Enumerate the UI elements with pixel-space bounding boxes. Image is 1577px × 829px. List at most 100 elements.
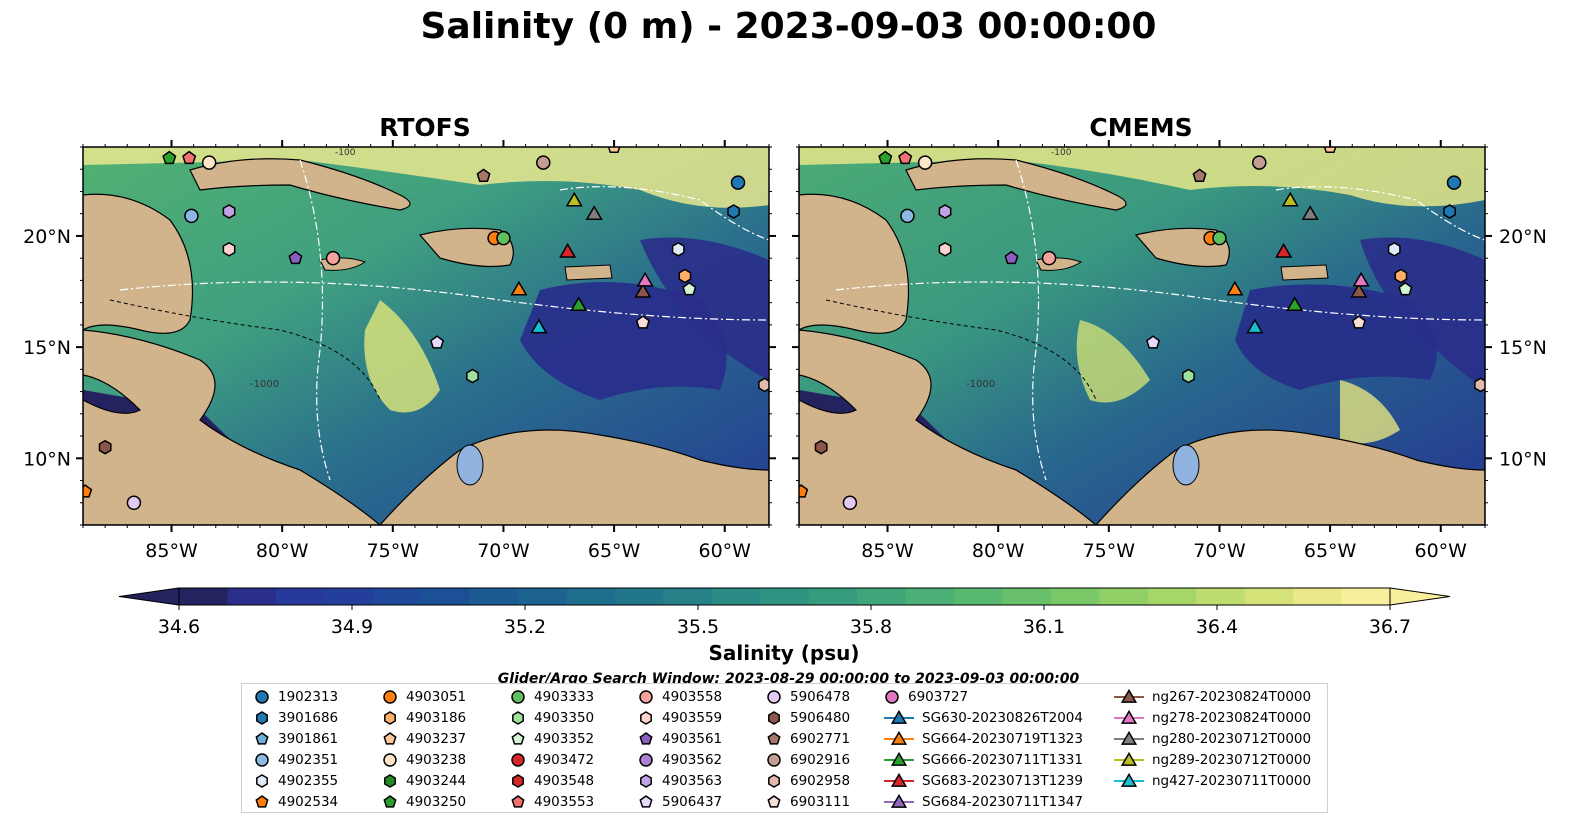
legend-item: 1902313	[254, 686, 338, 707]
legend-label: 4903051	[406, 688, 467, 705]
legend-column: 5906478 5906480 6902771 6902916 6902958 69031…	[766, 686, 850, 812]
high-salinity-north	[799, 147, 1485, 207]
marker-ng267-20230824T0000	[1120, 688, 1138, 703]
legend-label: ng267-20230824T0000	[1152, 688, 1312, 705]
marker-4903250	[383, 794, 397, 808]
contour-label: -1000	[250, 379, 279, 390]
legend-item: 4903563	[638, 770, 722, 791]
marker-SG664-20230719T1323	[510, 280, 528, 296]
y-tick-label: 10°N	[23, 448, 71, 470]
marker-4903563	[938, 204, 952, 219]
marker-6903727	[375, 114, 388, 127]
legend-item: 4903558	[638, 686, 722, 707]
colorbar-segment	[179, 588, 229, 605]
legend-item: 5906478	[766, 686, 850, 707]
low-salinity-east	[520, 282, 727, 400]
high-salinity-north	[83, 147, 769, 208]
marker-ng278-20230824T0000	[1120, 709, 1138, 724]
x-tick-label: 85°W	[861, 540, 914, 562]
marker-4903559	[640, 710, 652, 725]
marker-4903472	[1102, 118, 1115, 131]
legend-label: 4903250	[406, 793, 467, 810]
marker-4902534	[799, 484, 809, 498]
marker-ng289-20230712T0000	[1120, 751, 1138, 766]
legend-item: 4903561	[638, 728, 722, 749]
legend-item: 4902534	[254, 791, 338, 812]
legend-marker-icon	[639, 752, 653, 767]
marker-6902771	[1192, 168, 1207, 182]
colorbar-segment	[954, 588, 1004, 605]
x-tick-label: 60°W	[1415, 540, 1468, 562]
land-cuba	[189, 158, 411, 211]
marker-4903553	[898, 150, 913, 165]
legend-label: 4903553	[534, 793, 595, 810]
legend-label: 4903350	[534, 709, 595, 726]
colorbar-extend-high	[1389, 587, 1451, 606]
legend-marker-icon	[384, 773, 396, 788]
marker-6903111	[635, 315, 650, 329]
marker-3901686	[727, 204, 740, 219]
marker-4902534	[255, 794, 269, 808]
legend-item: 6902958	[766, 770, 850, 791]
search-window-text: Glider/Argo Search Window: 2023-08-29 00…	[497, 671, 1080, 683]
legend-label: 4903244	[406, 772, 467, 789]
legend-marker-icon	[885, 689, 899, 704]
legend-marker-icon	[767, 794, 781, 808]
colorbar-label: Salinity (psu)	[708, 641, 859, 665]
colorbar-tick-label: 35.8	[850, 616, 892, 638]
legend-label: 4903237	[406, 730, 467, 747]
colorbar-frame	[178, 587, 1391, 606]
marker-SG684-20230711T1347	[1314, 127, 1329, 140]
marker-SG666-20230711T1331	[890, 751, 908, 766]
legend-label: 3901686	[278, 709, 339, 726]
marker-4903186	[384, 710, 396, 725]
legend-item: 4903562	[638, 749, 722, 770]
eez-boundary	[559, 186, 769, 241]
colorbar-tick-label: 35.2	[504, 616, 546, 638]
marker-1902313	[730, 175, 746, 190]
marker-3901686	[256, 710, 268, 725]
low-salinity-atlantic	[640, 237, 769, 380]
marker-4903333	[1212, 230, 1227, 246]
colorbar-segment	[421, 588, 471, 605]
marker-5906437	[1146, 335, 1161, 349]
legend-label: ng280-20230712T0000	[1152, 730, 1312, 747]
legend-marker-icon	[768, 773, 780, 788]
legend-item: 4903472	[510, 749, 594, 770]
figure-title: Salinity (0 m) - 2023-09-03 00:00:00	[420, 6, 1157, 47]
marker-6903111	[767, 794, 781, 808]
map-panel-rtofs: -1000 -100	[82, 114, 770, 526]
marker-4903563	[640, 773, 652, 788]
marker-4903238	[383, 752, 397, 767]
legend-column: ng267-20230824T0000 ng278-20230824T0000 ng…	[1114, 686, 1311, 791]
x-tick-label: 60°W	[699, 540, 752, 562]
colorbar-segment	[711, 588, 761, 605]
legend-marker-icon	[511, 689, 525, 704]
marker-4903250	[878, 150, 893, 165]
colorbar-segment	[324, 588, 374, 605]
legend-item: ng289-20230712T0000	[1114, 749, 1311, 770]
legend-label: 4903186	[406, 709, 467, 726]
legend-item: 5906480	[766, 707, 850, 728]
legend-label: SG630-20230826T2004	[922, 709, 1083, 726]
colorbar-segment	[275, 588, 325, 605]
legend-marker-icon	[383, 731, 397, 745]
marker-6902771	[767, 731, 781, 745]
marker-4903333	[496, 230, 511, 246]
legend-marker-icon	[1114, 751, 1144, 766]
marker-5906437	[639, 794, 653, 808]
colorbar-segment	[614, 588, 664, 605]
legend-label: 1902313	[278, 688, 339, 705]
legend-marker-icon	[639, 731, 653, 745]
marker-SG630-20230826T2004	[616, 129, 631, 142]
eez-boundary	[119, 281, 769, 321]
x-tick-label: 65°W	[588, 540, 641, 562]
marker-4903548	[1059, 127, 1070, 140]
legend-marker-icon	[255, 752, 269, 767]
legend-marker-icon	[640, 710, 652, 725]
legend-marker-icon	[1114, 709, 1144, 724]
marker-4903558	[639, 689, 653, 704]
marker-4903238	[917, 155, 933, 170]
marker-4902355	[671, 241, 685, 257]
marker-4903548	[343, 127, 354, 140]
